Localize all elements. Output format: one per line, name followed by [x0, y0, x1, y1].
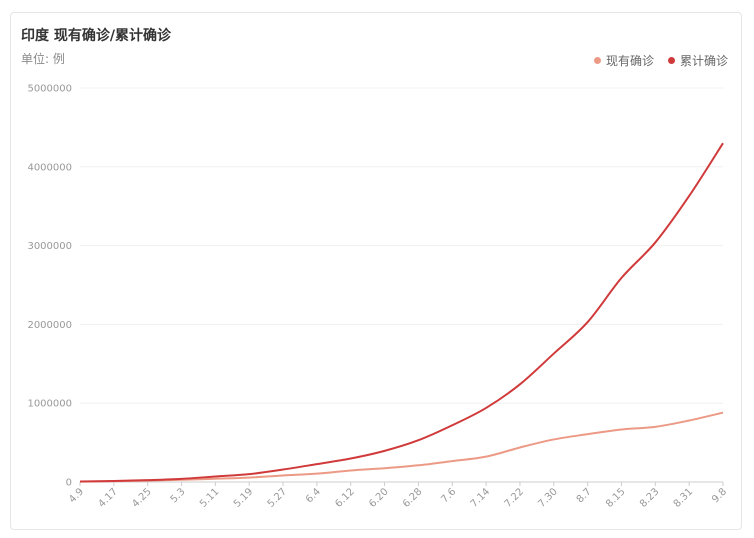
chart-title: 印度 现有确诊/累计确诊	[21, 28, 171, 44]
series-line-active[interactable]	[79, 411, 724, 483]
x-tick-label: 8.7	[575, 486, 594, 505]
x-tick-label: 8.23	[638, 486, 662, 510]
x-tick-label: 6.12	[333, 486, 357, 510]
x-tick-label: 9.8	[710, 486, 729, 505]
x-tick-label: 6.4	[304, 486, 323, 505]
chart-card	[10, 12, 742, 530]
y-tick-label: 5000000	[27, 84, 72, 95]
y-tick-label: 1000000	[27, 399, 72, 410]
x-tick-label: 7.14	[469, 486, 493, 510]
x-tick-label: 5.27	[266, 486, 290, 510]
legend-label-active: 现有确诊	[605, 54, 654, 68]
x-tick-label: 4.25	[130, 486, 154, 510]
x-tick-label: 7.30	[536, 486, 560, 510]
series-line-cumulative[interactable]	[79, 142, 724, 483]
x-tick-label: 7.6	[439, 486, 458, 505]
x-tick-label: 4.17	[96, 486, 120, 510]
unit-label: 单位: 例	[21, 52, 65, 66]
x-tick-label: 5.11	[198, 486, 222, 510]
y-tick-label: 3000000	[27, 241, 72, 252]
x-tick-label: 8.15	[604, 486, 628, 510]
legend-dot-active	[593, 57, 601, 64]
x-tick-label: 5.3	[169, 486, 188, 505]
y-tick-label: 2000000	[27, 320, 72, 331]
legend-item-cumulative[interactable]: 累计确诊	[667, 52, 728, 69]
x-tick-label: 7.22	[503, 486, 527, 510]
x-tick-label: 8.31	[672, 486, 696, 510]
legend-label-cumulative: 累计确诊	[679, 54, 728, 68]
x-tick-label: 4.9	[67, 486, 86, 505]
x-tick-label: 5.19	[232, 486, 256, 510]
legend-dot-cumulative	[667, 57, 675, 64]
y-tick-label: 4000000	[27, 162, 72, 173]
legend: 现有确诊 累计确诊	[593, 52, 728, 69]
legend-item-active[interactable]: 现有确诊	[593, 52, 654, 69]
x-tick-label: 6.28	[401, 486, 425, 510]
x-tick-label: 6.20	[367, 486, 391, 510]
y-tick-label: 0	[66, 478, 72, 489]
